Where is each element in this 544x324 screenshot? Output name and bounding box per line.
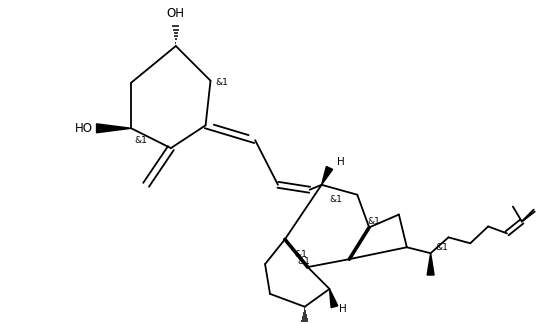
- Text: &1: &1: [295, 250, 308, 259]
- Text: &1: &1: [215, 78, 228, 87]
- Text: &1: &1: [134, 136, 147, 145]
- Text: HO: HO: [75, 122, 92, 135]
- Polygon shape: [96, 124, 131, 133]
- Text: &1: &1: [436, 243, 448, 252]
- Text: H: H: [339, 304, 347, 314]
- Polygon shape: [427, 253, 434, 275]
- Text: &1: &1: [330, 195, 342, 204]
- Text: OH: OH: [167, 7, 185, 20]
- Polygon shape: [322, 167, 332, 185]
- Polygon shape: [330, 289, 338, 308]
- Text: &1: &1: [298, 257, 311, 266]
- Text: H: H: [337, 157, 345, 167]
- Text: &1: &1: [367, 217, 380, 226]
